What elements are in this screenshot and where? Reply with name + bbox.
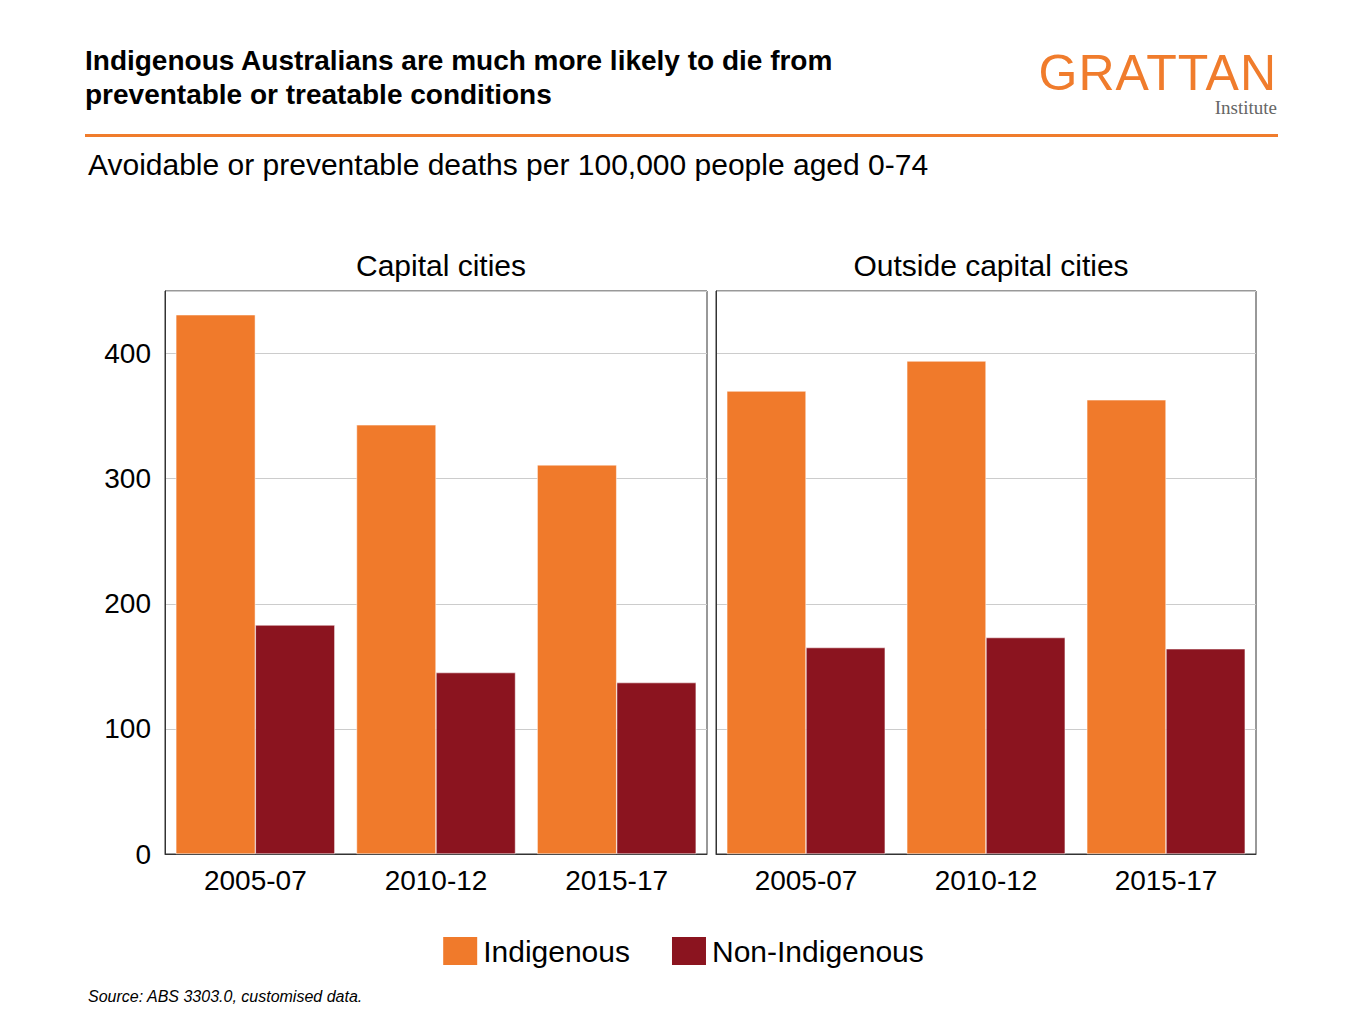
svg-text:2015-17: 2015-17: [1115, 865, 1218, 896]
svg-text:2005-07: 2005-07: [204, 865, 307, 896]
html-text:Institute: Institute: [1214, 97, 1277, 118]
html-text:GRATTAN: GRATTAN: [1038, 45, 1277, 101]
svg-text:2015-17: 2015-17: [565, 865, 668, 896]
svg-text:2010-12: 2010-12: [935, 865, 1038, 896]
svg-text:400: 400: [104, 338, 151, 369]
svg-text:0: 0: [135, 839, 151, 870]
svg-text:200: 200: [104, 588, 151, 619]
html-text:Source: ABS 3303.0, customised: Source: ABS 3303.0, customised data.: [88, 988, 363, 1005]
html-text:Avoidable or preventable death: Avoidable or preventable deaths per 100,…: [88, 148, 929, 181]
svg-text:2010-12: 2010-12: [385, 865, 488, 896]
svg-text:Non-Indigenous: Non-Indigenous: [712, 935, 924, 968]
html-text:Indigenous Australians are muc: Indigenous Australians are much more lik…: [85, 45, 833, 110]
svg-text:Indigenous: Indigenous: [483, 935, 630, 968]
svg-text:300: 300: [104, 463, 151, 494]
svg-text:Outside capital cities: Outside capital cities: [853, 249, 1128, 282]
svg-text:100: 100: [104, 713, 151, 744]
svg-text:2005-07: 2005-07: [755, 865, 858, 896]
svg-text:Capital cities: Capital cities: [356, 249, 526, 282]
